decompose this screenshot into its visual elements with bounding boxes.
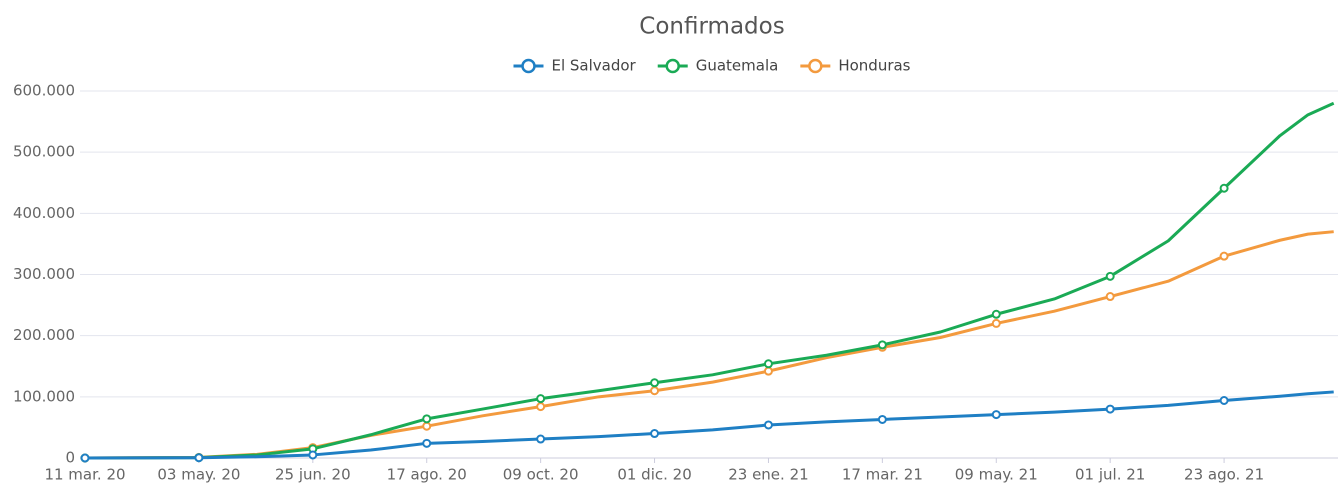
legend-marker xyxy=(521,58,536,74)
y-tick-label: 0 xyxy=(65,449,75,467)
point-marker xyxy=(991,410,1001,420)
legend: El Salvador Guatemala Honduras xyxy=(513,57,911,75)
series-line xyxy=(84,390,1334,460)
point-marker xyxy=(991,309,1001,319)
point-marker xyxy=(80,453,90,463)
point-marker xyxy=(194,453,204,463)
x-tick-label: 25 jun. 20 xyxy=(275,466,351,484)
point-marker xyxy=(536,434,546,444)
point-marker xyxy=(536,402,546,412)
series-line xyxy=(84,101,1335,460)
point-marker xyxy=(536,394,546,404)
legend-label: Guatemala xyxy=(696,57,779,75)
point-marker xyxy=(422,438,432,448)
point-marker xyxy=(1219,183,1229,193)
point-marker xyxy=(308,450,318,460)
point-marker xyxy=(763,359,773,369)
x-tick-label: 11 mar. 20 xyxy=(44,466,125,484)
legend-marker xyxy=(808,58,823,74)
y-tick-label: 200.000 xyxy=(13,326,75,344)
point-marker xyxy=(1105,404,1115,414)
x-tick-label: 09 may. 21 xyxy=(955,466,1038,484)
legend-marker xyxy=(665,58,680,74)
y-tick-label: 300.000 xyxy=(13,265,75,283)
legend-label: El Salvador xyxy=(551,57,636,75)
point-marker xyxy=(1219,251,1229,261)
point-marker xyxy=(763,420,773,430)
point-marker xyxy=(422,421,432,431)
point-marker xyxy=(1105,292,1115,302)
x-tick-label: 03 may. 20 xyxy=(157,466,240,484)
point-marker xyxy=(763,366,773,376)
x-tick-label: 09 oct. 20 xyxy=(503,466,579,484)
legend-item: Guatemala xyxy=(657,57,779,75)
x-tick-label: 01 jul. 21 xyxy=(1075,466,1145,484)
y-tick-label: 400.000 xyxy=(13,204,75,222)
x-tick-label: 23 ene. 21 xyxy=(728,466,808,484)
x-tick-label: 17 ago. 20 xyxy=(387,466,467,484)
y-tick-label: 500.000 xyxy=(13,143,75,161)
x-tick-label: 23 ago. 21 xyxy=(1184,466,1264,484)
point-marker xyxy=(1105,271,1115,281)
y-tick-label: 600.000 xyxy=(13,82,75,100)
point-marker xyxy=(991,318,1001,328)
point-marker xyxy=(877,340,887,350)
point-marker xyxy=(1219,396,1229,406)
legend-item: El Salvador xyxy=(513,57,637,75)
x-tick-label: 01 dic. 20 xyxy=(617,466,691,484)
point-marker xyxy=(650,378,660,388)
legend-item: Honduras xyxy=(800,57,911,75)
point-marker xyxy=(422,414,432,424)
y-tick-label: 100.000 xyxy=(13,387,75,405)
series-line xyxy=(84,230,1334,460)
point-marker xyxy=(650,386,660,396)
legend-label: Honduras xyxy=(838,57,910,75)
x-tick-label: 17 mar. 21 xyxy=(842,466,923,484)
point-marker xyxy=(877,414,887,424)
chart-title: Confirmados xyxy=(639,14,784,40)
point-marker xyxy=(650,429,660,439)
